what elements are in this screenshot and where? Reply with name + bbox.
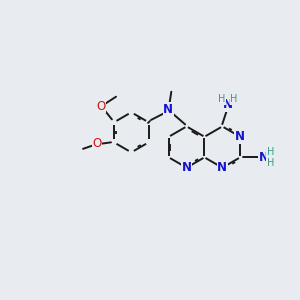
Text: N: N: [164, 103, 173, 116]
Text: N: N: [223, 98, 232, 111]
Text: N: N: [217, 161, 227, 174]
Text: H: H: [230, 94, 238, 104]
Text: N: N: [182, 161, 192, 174]
Text: N: N: [259, 151, 269, 164]
Text: N: N: [235, 130, 245, 143]
Text: H: H: [218, 94, 225, 104]
Text: H: H: [266, 158, 274, 168]
Text: H: H: [266, 147, 274, 157]
Text: O: O: [96, 100, 105, 112]
Text: O: O: [92, 137, 101, 150]
